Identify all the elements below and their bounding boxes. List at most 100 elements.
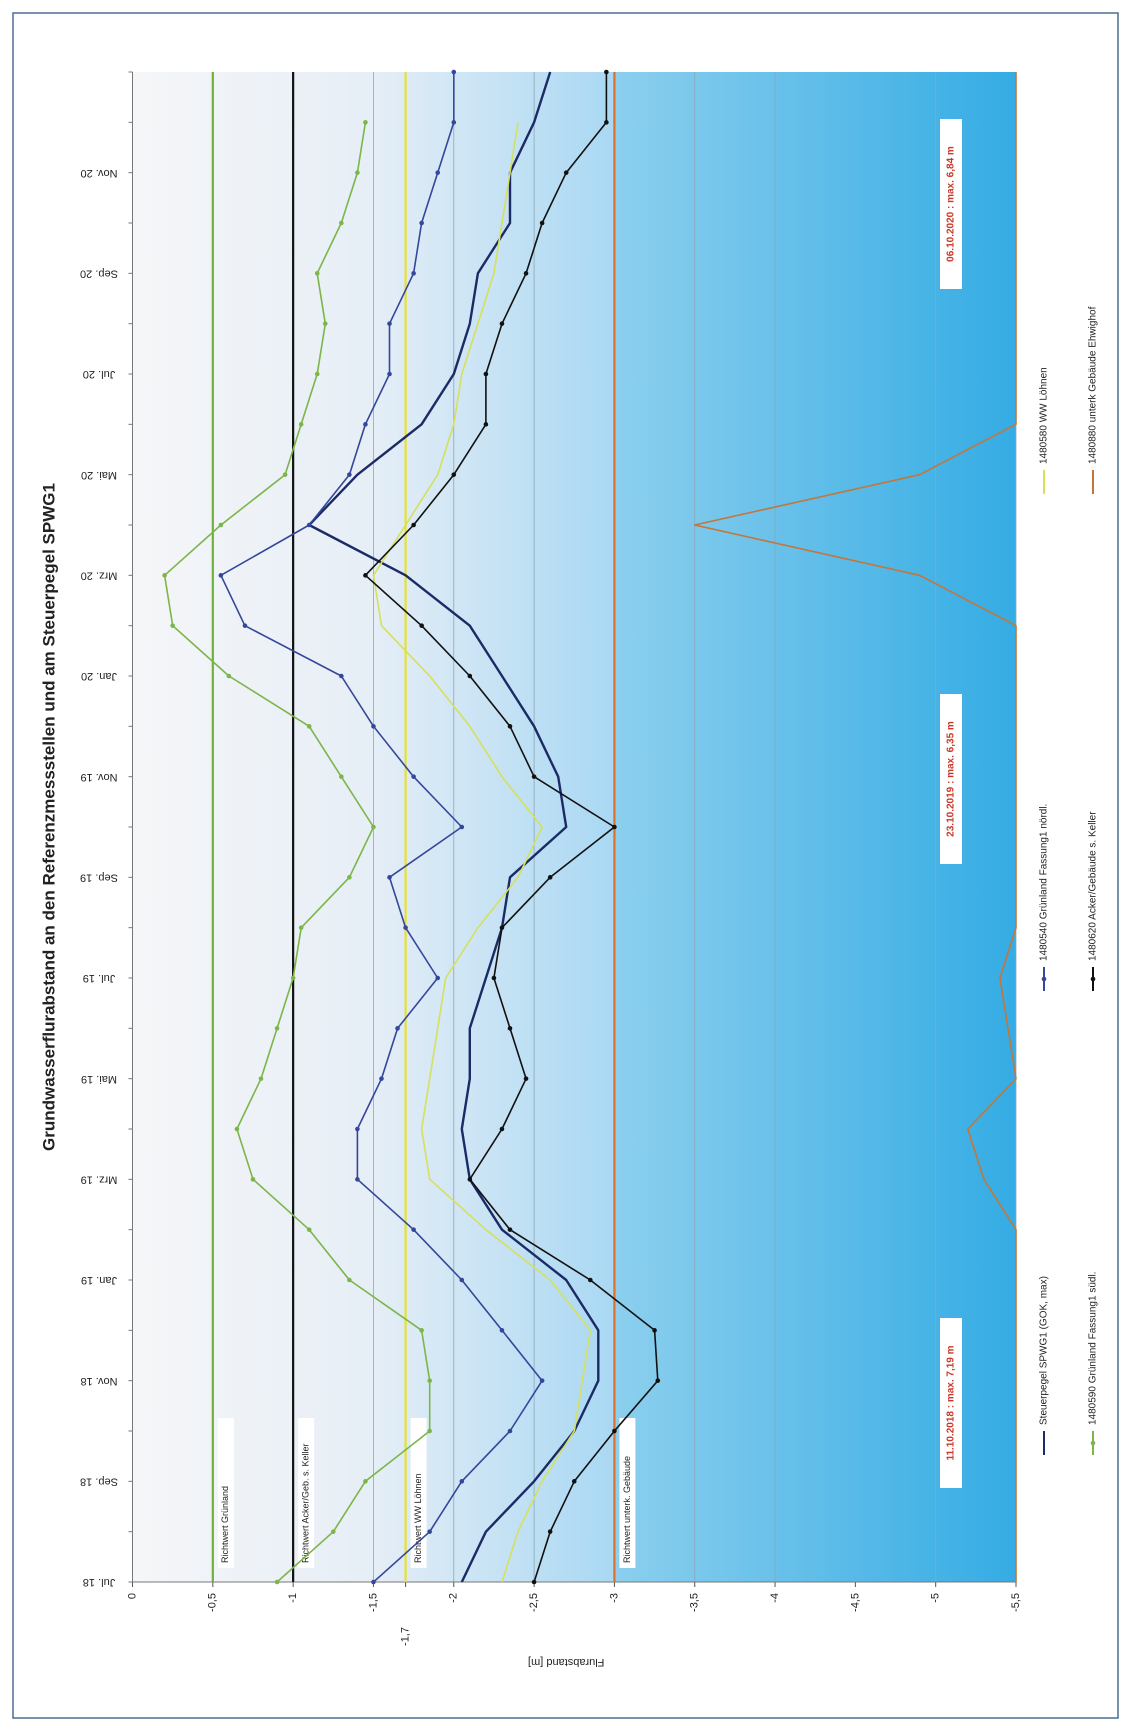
threshold-label: Richtwert Grünland [220,1486,230,1563]
x-tick-label: Jul. 20 [83,368,115,380]
point [306,1227,312,1232]
y-tick-label: -2 [448,1593,460,1603]
legend-marker [1090,1440,1096,1446]
point [483,422,489,427]
point [355,170,360,175]
point [499,321,505,326]
annotation-box [940,1318,962,1488]
y-tick-label: -4 [769,1593,781,1603]
point [499,1328,505,1333]
point [322,321,328,326]
point [588,1277,593,1283]
y-tick-label: -3 [608,1593,620,1603]
point [507,1428,513,1434]
x-tick-label: Mrz. 19 [81,1173,118,1185]
legend-label: 1480620 Acker/Gebäude s. Keller [1088,811,1099,961]
point [162,573,167,578]
x-tick-label: Mrz. 20 [81,569,118,581]
y-axis-label: Flurabstand [m] [528,1656,604,1668]
point [435,975,441,981]
point [411,271,416,276]
point [467,673,473,679]
point [459,824,465,830]
point [427,1378,432,1383]
annotation: 23.10.2019 : max. 6,35 m [946,721,957,837]
point [411,1227,416,1232]
point [491,975,497,981]
point [347,1277,352,1283]
series-line [163,122,431,1583]
point [539,1378,545,1383]
point [612,1428,617,1434]
point [363,573,368,578]
point [250,1177,256,1182]
point [355,1177,360,1182]
plot-background [132,72,1016,1582]
point [531,1579,537,1585]
point [435,170,441,175]
annotation-box [940,119,962,289]
point [467,1177,473,1182]
legend-label: 1480590 Grünland Fassung1 südl. [1088,1272,1099,1425]
point [339,220,344,226]
point [655,1378,661,1383]
threshold-label-box [619,1418,636,1568]
legend-marker [1041,976,1047,982]
point [563,170,569,175]
threshold-label-box [298,1418,315,1568]
y-tick-label: 0 [126,1593,138,1599]
point [363,1479,368,1484]
point [330,1529,336,1534]
point [306,522,312,528]
point [226,673,232,679]
point [571,1479,577,1484]
point [604,69,609,75]
threshold-label-box [410,1418,427,1568]
annotation: 06.10.2020 : max. 6,84 m [946,146,957,262]
y-tick-label: -3,5 [689,1593,701,1612]
point [451,472,457,477]
threshold-label: Richtwert unterk. Gebäude [622,1456,632,1563]
point [363,422,368,427]
point [395,1026,400,1031]
chart: Grundwasserflurabstand an den Referenzme… [39,69,1099,1668]
point [604,120,609,125]
point [499,925,505,930]
point [170,623,175,628]
point [371,824,376,830]
point [242,623,248,628]
point [274,1579,280,1585]
point [652,1328,657,1333]
point [507,1227,513,1232]
point [387,371,392,377]
point [314,271,320,276]
point [387,875,392,880]
point [403,925,408,930]
point [347,875,352,880]
point [379,1076,384,1081]
point [298,925,304,930]
y-tick-label: -4,5 [849,1593,861,1612]
point [451,120,457,125]
y-tick-label: -5 [930,1593,942,1603]
point [531,774,537,779]
point [339,774,344,779]
point [234,1126,240,1132]
series-line [693,72,1017,1582]
y-tick-label: -0,5 [207,1593,219,1612]
point [547,875,553,880]
x-tick-label: Jan. 19 [81,1274,117,1286]
point [427,1428,432,1434]
x-tick-label: Nov. 19 [80,771,117,783]
point [483,371,489,377]
legend-label: 1480540 Grünland Fassung1 nördl. [1039,804,1050,961]
point [539,220,545,226]
point [427,1529,432,1534]
point [612,824,617,830]
point [371,724,376,729]
point [499,1126,505,1132]
x-tick-label: Mai. 20 [81,469,117,481]
point [339,673,344,679]
point [419,1328,424,1333]
